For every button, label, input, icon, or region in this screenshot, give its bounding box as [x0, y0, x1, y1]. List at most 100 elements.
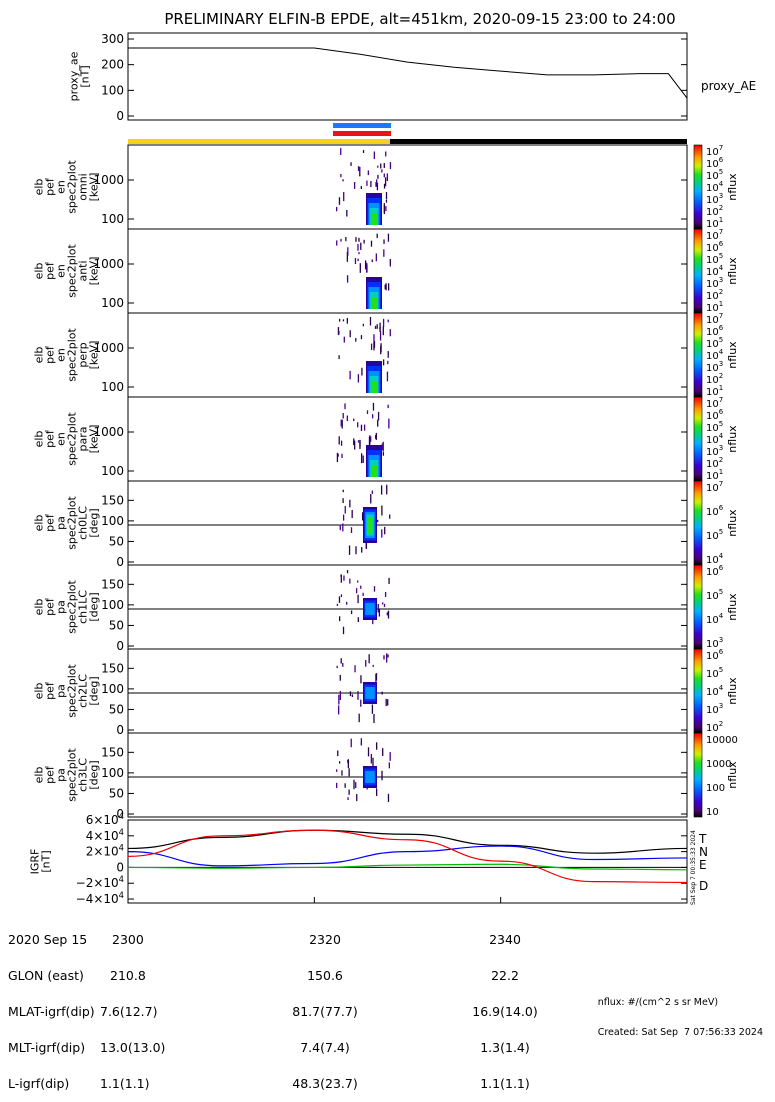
- elb_pef_en_spec2plot_perp-speckle: [370, 343, 373, 350]
- elb_pef_en_spec2plot_anti-speckle: [346, 275, 349, 280]
- elb_pef_en_spec2plot_perp-speckle: [373, 340, 376, 348]
- elb_pef_en_spec2plot_omni-speckle: [367, 170, 369, 176]
- elb_pef_pa_spec2plot_ch0LC-frame: [127, 480, 688, 566]
- elb_pef_pa_spec2plot_ch0LC-tick-label: 50: [109, 534, 124, 548]
- elb_pef_en_spec2plot_anti-speckle: [358, 237, 360, 242]
- igrf-tick-label: 2×104: [86, 843, 124, 859]
- elb_pef_en_spec2plot_omni-speckle: [377, 174, 379, 179]
- elb_pef_en_spec2plot_perp-speckle: [387, 319, 389, 323]
- elb_pef_en_spec2plot_perp-colorbar-tick: 103: [706, 360, 723, 374]
- elb_pef_en_spec2plot_anti-speckle: [358, 252, 360, 255]
- elb_pef_en_spec2plot_anti-frame: [127, 228, 688, 314]
- elb_pef_pa_spec2plot_ch2LC-speckle: [360, 675, 362, 684]
- elb_pef_en_spec2plot_anti-speckle: [385, 283, 387, 291]
- elb_pef_en_spec2plot_perp-tick-label: 100: [101, 380, 124, 394]
- elb_pef_en_spec2plot_para-colorbar-tick: 103: [706, 444, 723, 458]
- elb_pef_en_spec2plot_para-speckle: [375, 432, 377, 440]
- elb_pef_en_spec2plot_anti-tick-label: 1000: [93, 257, 124, 271]
- elb_pef_pa_spec2plot_ch1LC-speckle: [357, 617, 359, 623]
- elb_pef_en_spec2plot_anti-speckle: [340, 238, 342, 242]
- elb_pef_pa_spec2plot_ch2LC-tick-label: 0: [116, 723, 124, 737]
- elb_pef_pa_spec2plot_ch1LC-speckle: [386, 612, 388, 616]
- elb_pef_en_spec2plot_omni-speckle: [383, 163, 385, 169]
- elb_pef_en_spec2plot_para-core: [371, 465, 377, 477]
- elb_pef_en_spec2plot_para-speckle: [381, 443, 383, 451]
- elb_pef_pa_spec2plot_ch2LC-speckle: [383, 655, 385, 660]
- elb_pef_pa_spec2plot_ch3LC-speckle: [347, 797, 349, 800]
- elb_pef_en_spec2plot_perp-speckle: [373, 334, 375, 342]
- elb_pef_en_spec2plot_anti-colorbar-tick: 105: [706, 252, 723, 266]
- elb_pef_en_spec2plot_para-speckle: [337, 453, 339, 457]
- eph-col3-l: 1.1(1.1): [480, 1076, 530, 1091]
- elb_pef_en_spec2plot_perp-colorbar-tick: 104: [706, 348, 724, 362]
- elb_pef_pa_spec2plot_ch3LC-speckle: [350, 738, 352, 748]
- elb_pef_en_spec2plot_para-speckle: [377, 411, 380, 421]
- elb_pef_pa_spec2plot_ch1LC-colorbar-tick: 106: [706, 564, 724, 578]
- elb_pef_pa_spec2plot_ch0LC-tick-label: 150: [101, 493, 124, 507]
- elb_pef_en_spec2plot_para-colorbar-tick: 106: [706, 408, 724, 422]
- elb_pef_en_spec2plot_omni-speckle: [389, 162, 392, 170]
- elb_pef_pa_spec2plot_ch2LC-core: [365, 687, 375, 699]
- elb_pef_pa_spec2plot_ch1LC-speckle: [355, 588, 358, 594]
- elb_pef_pa_spec2plot_ch2LC-colorbar: [693, 648, 703, 734]
- elb_pef_en_spec2plot_para-ylabel: elbpefenspec2plotpara[keV]: [33, 412, 101, 466]
- elb_pef_en_spec2plot_anti-speckle: [366, 262, 368, 273]
- elb_pef_pa_spec2plot_ch1LC-speckle: [340, 574, 342, 577]
- elb_pef_en_spec2plot_para-speckle: [360, 424, 363, 432]
- side-timestamp: Sat Sep 7 00:35:33 2024: [690, 830, 697, 905]
- elb_pef_en_spec2plot_omni-speckle: [376, 179, 378, 187]
- elb_pef_pa_spec2plot_ch2LC-speckle: [381, 691, 383, 695]
- elb_pef_en_spec2plot_omni-colorbar-tick: 101: [706, 216, 723, 230]
- elb_pef_en_spec2plot_anti-speckle: [376, 233, 378, 239]
- elb_pef_pa_spec2plot_ch0LC-speckle: [350, 527, 353, 533]
- elb_pef_en_spec2plot_omni-speckle: [384, 177, 387, 187]
- elb_pef_en_spec2plot_omni-speckle: [385, 206, 387, 212]
- elb_pef_en_spec2plot_omni-speckle: [383, 173, 385, 178]
- elb_pef_en_spec2plot_para-speckle: [341, 419, 343, 429]
- elb_pef_en_spec2plot_para-colorbar-label: nflux: [726, 425, 739, 453]
- elb_pef_en_spec2plot_anti-speckle: [363, 239, 365, 244]
- elb_pef_pa_spec2plot_ch2LC-speckle: [358, 713, 360, 723]
- elb_pef_pa_spec2plot_ch2LC-ylabel: elbpefpaspec2plotch2LC[deg]: [33, 664, 101, 718]
- elb_pef_en_spec2plot_para-speckle: [366, 410, 369, 415]
- elb_pef_pa_spec2plot_ch3LC-speckle: [372, 757, 374, 767]
- elb_pef_en_spec2plot_perp-colorbar: [693, 312, 703, 398]
- elb_pef_pa_spec2plot_ch0LC-speckle: [377, 519, 379, 523]
- elb_pef_en_spec2plot_omni-colorbar-tick: 105: [706, 168, 723, 182]
- elb_pef_en_spec2plot_para-speckle: [353, 438, 355, 446]
- elb_pef_pa_spec2plot_ch2LC-colorbar-tick: 102: [706, 720, 723, 734]
- elb_pef_pa_spec2plot_ch1LC-speckle: [387, 610, 390, 619]
- elb_pef_pa_spec2plot_ch0LC-colorbar-label: nflux: [726, 509, 739, 537]
- elb_pef_pa_spec2plot_ch0LC-speckle: [370, 494, 372, 504]
- elb_pef_en_spec2plot_perp-speckle: [338, 318, 341, 322]
- elb_pef_pa_spec2plot_ch0LC-tick-label: 0: [116, 555, 124, 569]
- elb_pef_en_spec2plot_perp-speckle: [357, 374, 360, 383]
- elb_pef_en_spec2plot_omni-speckle: [376, 182, 379, 191]
- elb_pef_pa_spec2plot_ch1LC-tick-label: 100: [101, 598, 124, 612]
- elb_pef_pa_spec2plot_ch2LC-speckle: [387, 654, 389, 658]
- elb_pef_pa_spec2plot_ch1LC-colorbar-tick: 105: [706, 588, 723, 602]
- elb_pef_en_spec2plot_para-speckle: [354, 440, 356, 450]
- elb_pef_pa_spec2plot_ch0LC-speckle: [380, 485, 383, 495]
- elb_pef_pa_spec2plot_ch2LC-speckle: [340, 658, 342, 664]
- elb_pef_en_spec2plot_omni-colorbar-tick: 107: [706, 144, 723, 158]
- elb_pef_pa_spec2plot_ch0LC-speckle: [351, 509, 353, 519]
- night-bar: [390, 139, 687, 144]
- elb_pef_en_spec2plot_omni-tick-label: 100: [101, 212, 124, 226]
- elb_pef_en_spec2plot_omni-speckle: [342, 179, 344, 182]
- eph-label-mlat: MLAT-igrf(dip): [8, 1004, 95, 1019]
- elb_pef_pa_spec2plot_ch0LC-speckle: [342, 514, 345, 521]
- elb_pef_pa_spec2plot_ch3LC-colorbar-tick: 1000: [706, 759, 731, 770]
- elb_pef_pa_spec2plot_ch1LC-speckle: [338, 596, 341, 603]
- elb_pef_pa_spec2plot_ch2LC-speckle: [336, 665, 338, 669]
- elb_pef_pa_spec2plot_ch2LC-colorbar-tick: 104: [706, 684, 724, 698]
- elb_pef_pa_spec2plot_ch2LC-speckle: [387, 699, 389, 706]
- elb_pef_pa_spec2plot_ch3LC-colorbar-tick: 100: [706, 783, 725, 794]
- elb_pef_pa_spec2plot_ch1LC-speckle: [388, 577, 390, 584]
- elb_pef_en_spec2plot_omni-speckle: [377, 165, 379, 168]
- elb_pef_pa_spec2plot_ch1LC-speckle: [384, 591, 387, 597]
- elb_pef_en_spec2plot_anti-speckle: [370, 240, 373, 247]
- elb_pef_pa_spec2plot_ch0LC-core: [367, 517, 373, 533]
- igrf-legend-N: N: [699, 845, 708, 859]
- elb_pef_pa_spec2plot_ch2LC-speckle: [338, 694, 340, 705]
